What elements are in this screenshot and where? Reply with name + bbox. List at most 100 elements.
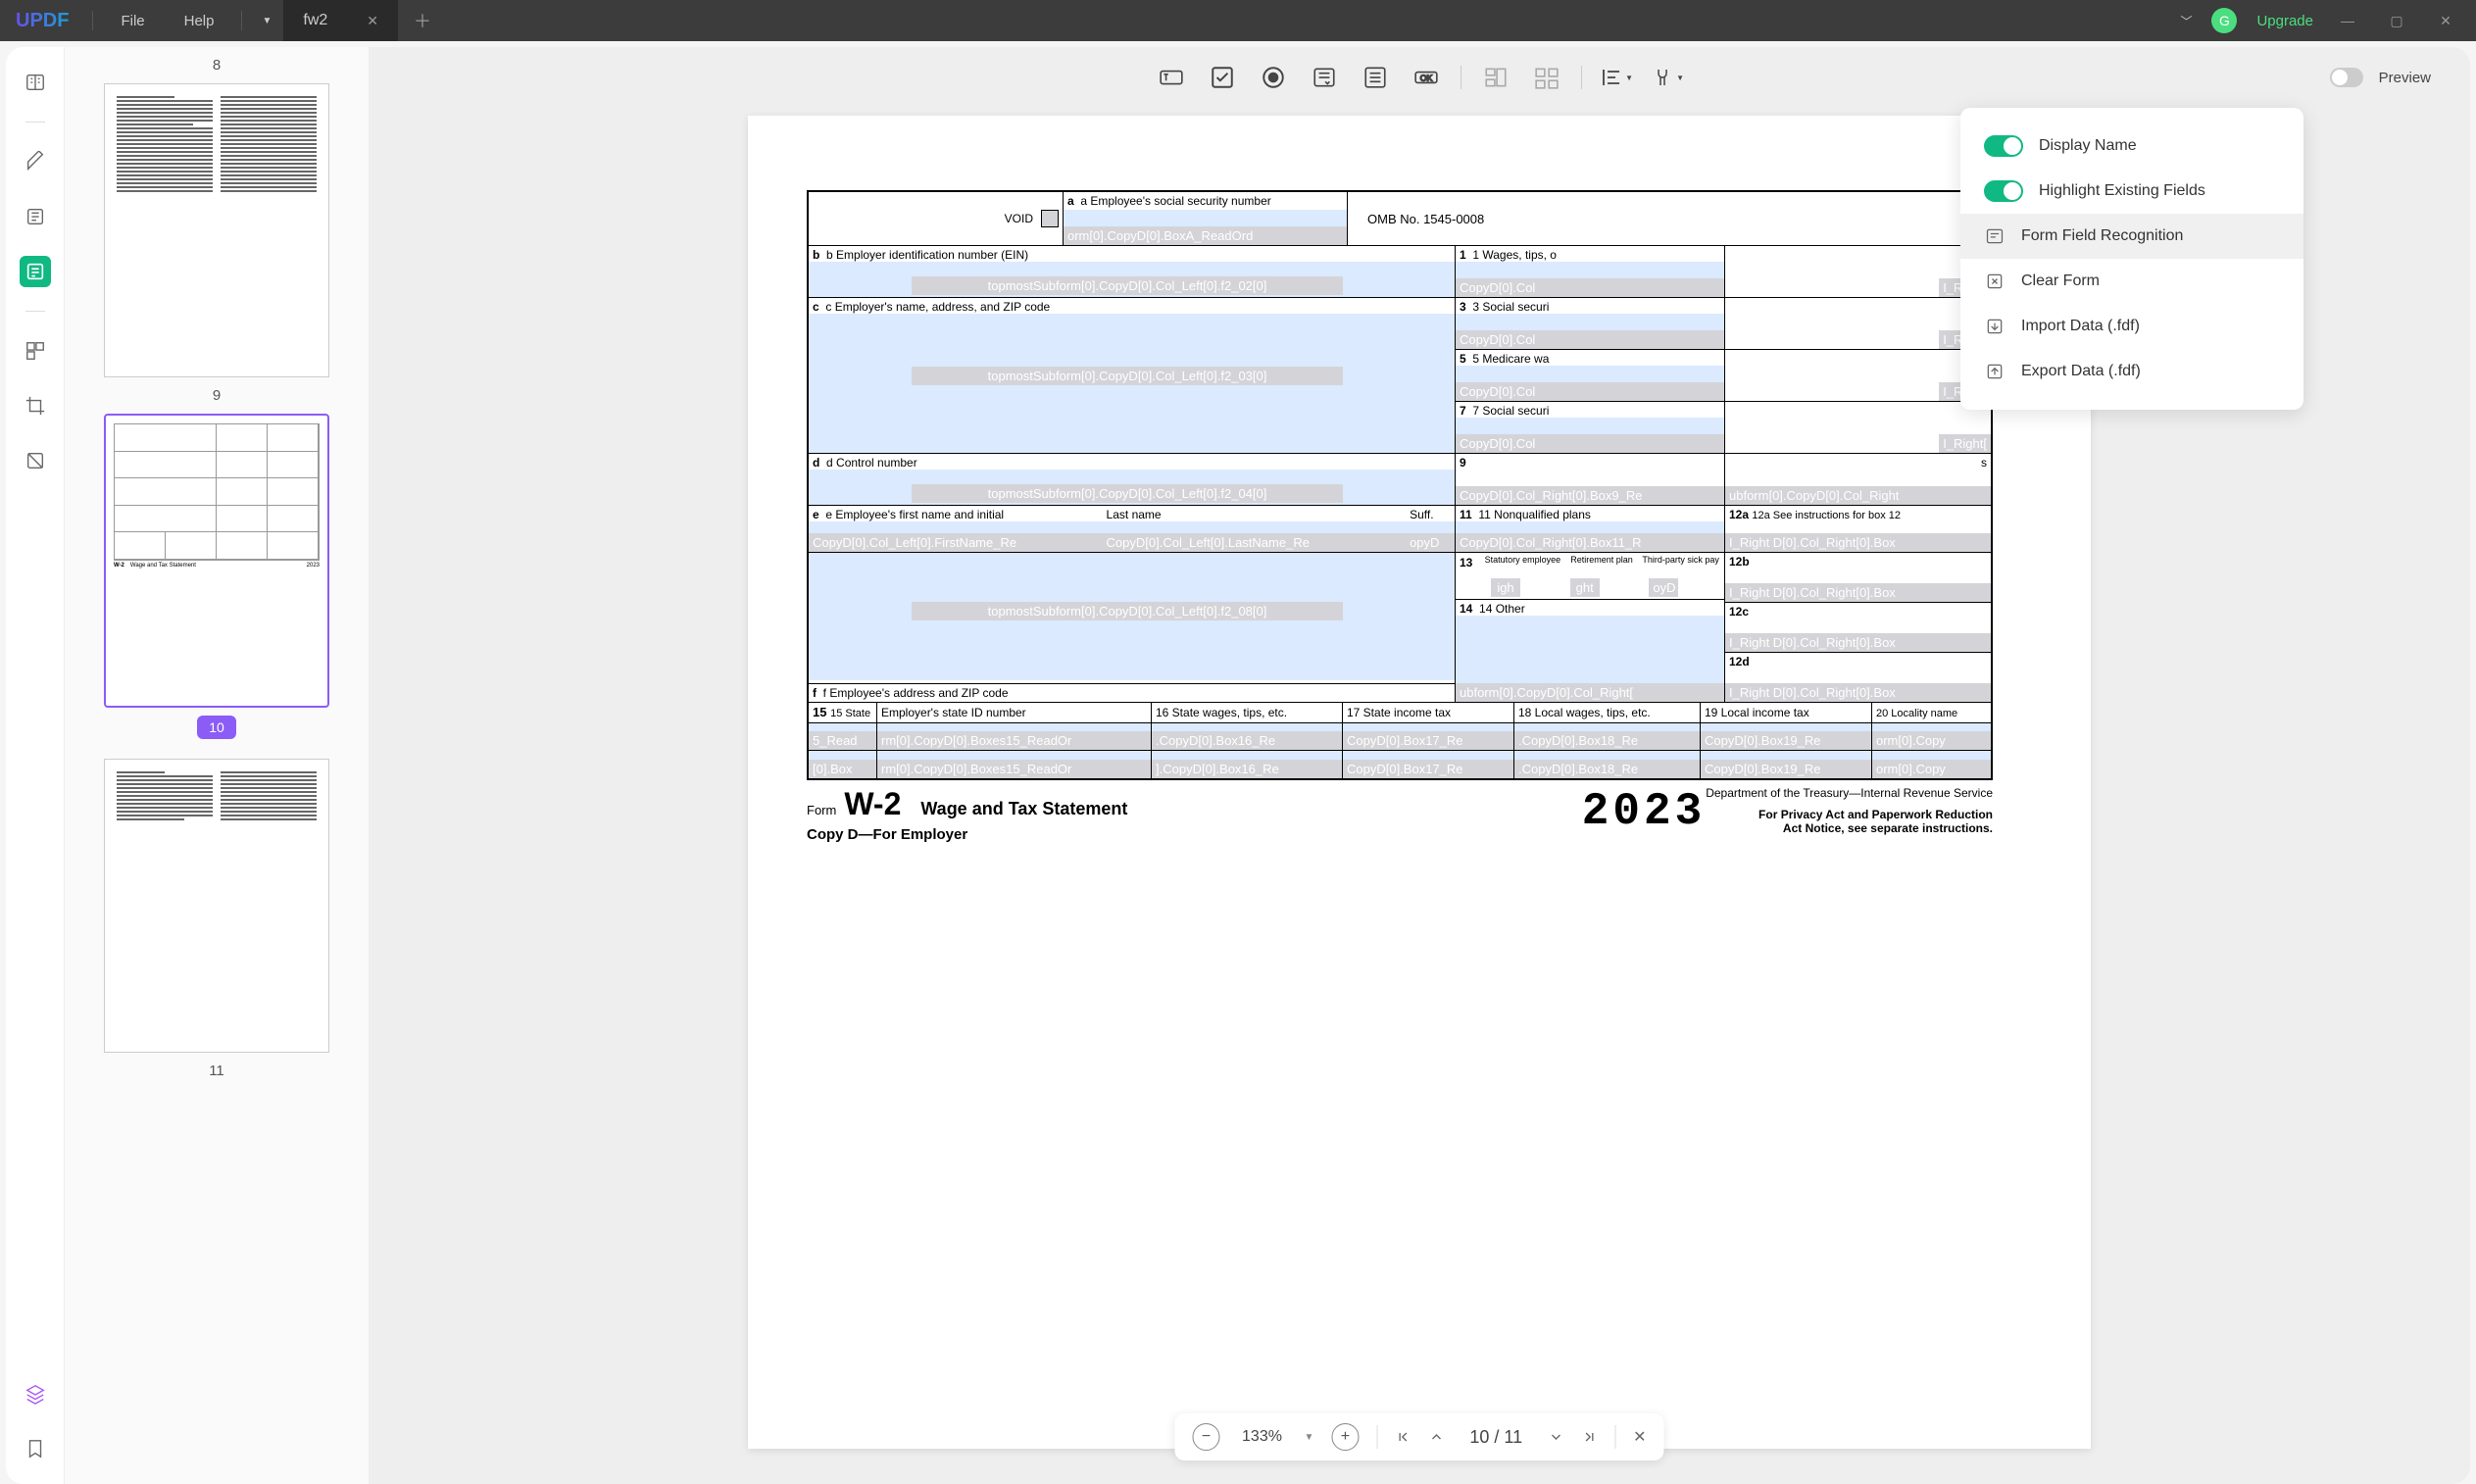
- thumb-number: 9: [213, 387, 221, 404]
- box-7-label: 7 Social securi: [1472, 404, 1549, 418]
- form-align-tool-icon[interactable]: [1479, 61, 1512, 94]
- redact-tool-icon[interactable]: [20, 445, 51, 476]
- preview-toggle[interactable]: [2330, 68, 2363, 87]
- form-recognition-item[interactable]: Form Field Recognition: [1960, 214, 2303, 259]
- bookmark-icon[interactable]: [20, 1433, 51, 1464]
- form-field[interactable]: ubform[0].CopyD[0].Col_Right: [1725, 486, 1991, 505]
- crop-tool-icon[interactable]: [20, 390, 51, 421]
- box-b-label: b Employer identification number (EIN): [826, 248, 1028, 262]
- close-zoombar-button[interactable]: ✕: [1633, 1427, 1646, 1447]
- form-field[interactable]: CopyD[0].Col: [1456, 278, 1724, 297]
- form-field[interactable]: I_Right D[0].Col_Right[0].Box: [1725, 583, 1991, 602]
- box-20-label: 20 Locality name: [1876, 708, 1957, 719]
- user-avatar[interactable]: G: [2211, 8, 2237, 33]
- form-label: Form: [807, 803, 836, 817]
- form-field[interactable]: I_Right D[0].Col_Right[0].Box: [1725, 683, 1991, 702]
- form-field[interactable]: CopyD[0].Col_Right[0].Box11_R: [1456, 533, 1724, 552]
- chevron-down-icon[interactable]: ﹀: [2180, 13, 2192, 29]
- box-12d-label: 12d: [1729, 655, 1750, 668]
- text-field-tool-icon[interactable]: [1155, 61, 1188, 94]
- form-field[interactable]: CopyD[0].Col: [1456, 382, 1724, 401]
- form-field[interactable]: CopyD[0].Col: [1456, 330, 1724, 349]
- close-tab-icon[interactable]: ✕: [367, 13, 378, 29]
- highlight-fields-switch[interactable]: [1984, 180, 2023, 202]
- form-field[interactable]: opyD: [1406, 533, 1455, 552]
- form-field[interactable]: I_Right D[0].Col_Right[0].Box: [1725, 633, 1991, 652]
- box-9-label: 9: [1460, 456, 1466, 470]
- box-10-label: s: [1981, 456, 1987, 470]
- form-tool-icon[interactable]: [20, 256, 51, 287]
- zoom-navigation-bar: − 133% ▼ + 10 / 11 ✕: [1174, 1413, 1663, 1460]
- radio-tool-icon[interactable]: [1257, 61, 1290, 94]
- distribute-tool-icon[interactable]: [1530, 61, 1563, 94]
- display-name-label: Display Name: [2039, 137, 2137, 155]
- box-18-label: 18 Local wages, tips, etc.: [1518, 706, 1651, 719]
- highlight-fields-toggle-row[interactable]: Highlight Existing Fields: [1960, 169, 2303, 214]
- reader-mode-icon[interactable]: [20, 67, 51, 98]
- thumbnail-page-11[interactable]: [104, 759, 329, 1053]
- box-16-label: 16 State wages, tips, etc.: [1156, 706, 1287, 719]
- box-12c-label: 12c: [1729, 605, 1749, 618]
- menu-file[interactable]: File: [101, 13, 164, 29]
- box-12a-label: 12a See instructions for box 12: [1752, 510, 1901, 521]
- zoom-dropdown-icon[interactable]: ▼: [1304, 1432, 1313, 1443]
- maximize-icon[interactable]: ▢: [2382, 13, 2411, 29]
- layers-icon[interactable]: [20, 1378, 51, 1410]
- thumbnail-page-9[interactable]: [104, 83, 329, 377]
- box-15-emp: Employer's state ID number: [881, 706, 1026, 719]
- clear-form-icon: [1984, 271, 2006, 292]
- form-field[interactable]: I_Right[: [1939, 434, 1991, 453]
- minimize-icon[interactable]: —: [2333, 13, 2362, 28]
- display-name-toggle-row[interactable]: Display Name: [1960, 124, 2303, 169]
- page-indicator[interactable]: 10 / 11: [1461, 1427, 1530, 1448]
- box-12b-label: 12b: [1729, 555, 1750, 569]
- upgrade-button[interactable]: Upgrade: [2256, 13, 2313, 29]
- privacy-label-1: For Privacy Act and Paperwork Reduction: [1706, 808, 1993, 821]
- form-field[interactable]: CopyD[0].Col_Right[0].Box9_Re: [1456, 486, 1724, 505]
- form-field[interactable]: topmostSubform[0].CopyD[0].Col_Left[0].f…: [912, 276, 1343, 295]
- close-icon[interactable]: ✕: [2431, 13, 2460, 29]
- form-field[interactable]: topmostSubform[0].CopyD[0].Col_Left[0].f…: [912, 602, 1343, 620]
- box-c-label: c Employer's name, address, and ZIP code: [825, 300, 1050, 314]
- edit-tool-icon[interactable]: [20, 201, 51, 232]
- document-tab[interactable]: fw2 ✕: [283, 0, 398, 41]
- form-field[interactable]: I_Right D[0].Col_Right[0].Box: [1725, 533, 1991, 552]
- button-tool-icon[interactable]: OK: [1410, 61, 1443, 94]
- zoom-out-button[interactable]: −: [1192, 1423, 1219, 1451]
- form-field[interactable]: ubform[0].CopyD[0].Col_Right[: [1456, 683, 1724, 702]
- dept-label: Department of the Treasury—Internal Reve…: [1706, 786, 1993, 800]
- checkbox-tool-icon[interactable]: [1206, 61, 1239, 94]
- menu-help[interactable]: Help: [165, 13, 234, 29]
- next-page-button[interactable]: [1548, 1429, 1563, 1445]
- import-data-item[interactable]: Import Data (.fdf): [1960, 304, 2303, 349]
- dropdown-tool-icon[interactable]: [1308, 61, 1341, 94]
- display-name-switch[interactable]: [1984, 135, 2023, 157]
- export-data-item[interactable]: Export Data (.fdf): [1960, 349, 2303, 394]
- comment-tool-icon[interactable]: [20, 146, 51, 177]
- form-recognition-label: Form Field Recognition: [2021, 227, 2183, 245]
- form-field[interactable]: CopyD[0].Col_Left[0].LastName_Re: [1103, 533, 1407, 552]
- form-field[interactable]: CopyD[0].Col: [1456, 434, 1724, 453]
- prev-page-button[interactable]: [1428, 1429, 1444, 1445]
- form-tools-dropdown-icon[interactable]: ▼: [1651, 61, 1684, 94]
- form-field[interactable]: topmostSubform[0].CopyD[0].Col_Left[0].f…: [912, 367, 1343, 385]
- form-field[interactable]: orm[0].CopyD[0].BoxA_ReadOrd: [1064, 226, 1347, 245]
- form-field[interactable]: CopyD[0].Col_Left[0].FirstName_Re: [809, 533, 1103, 552]
- zoom-in-button[interactable]: +: [1331, 1423, 1359, 1451]
- align-tool-icon[interactable]: ▼: [1600, 61, 1633, 94]
- app-logo: UPDF: [0, 10, 84, 32]
- first-page-button[interactable]: [1395, 1429, 1411, 1445]
- box-19-label: 19 Local income tax: [1705, 706, 1809, 719]
- tab-list-chevron-icon[interactable]: ▼: [250, 16, 283, 26]
- organize-tool-icon[interactable]: [20, 335, 51, 367]
- import-data-label: Import Data (.fdf): [2021, 318, 2140, 335]
- w2-title: W-2: [844, 786, 901, 822]
- box-13-label: 13: [1460, 556, 1472, 569]
- listbox-tool-icon[interactable]: [1359, 61, 1392, 94]
- form-field[interactable]: topmostSubform[0].CopyD[0].Col_Left[0].f…: [912, 484, 1343, 503]
- clear-form-item[interactable]: Clear Form: [1960, 259, 2303, 304]
- last-page-button[interactable]: [1581, 1429, 1597, 1445]
- thumbnail-page-10[interactable]: W-2Wage and Tax Statement2023: [104, 414, 329, 708]
- new-tab-button[interactable]: ＋: [398, 8, 447, 33]
- box-5-label: 5 Medicare wa: [1472, 352, 1549, 366]
